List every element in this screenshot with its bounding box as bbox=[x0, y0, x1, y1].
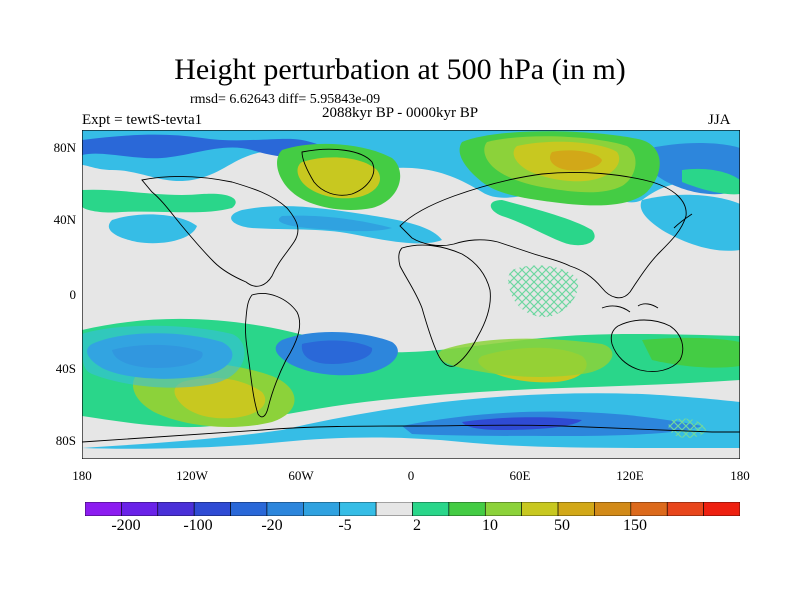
colorbar-label-50: 50 bbox=[554, 517, 570, 534]
field-south-yellow bbox=[174, 377, 266, 419]
colorbar-swatch bbox=[521, 502, 559, 516]
lat-tick-40s: 40S bbox=[55, 361, 76, 376]
lon-tick-60w: 60W bbox=[288, 468, 314, 483]
field-spacific-green bbox=[642, 337, 740, 368]
lat-tick-40n: 40N bbox=[53, 212, 76, 227]
field-wpacific-blue bbox=[640, 194, 740, 251]
coast-antarctica bbox=[82, 424, 740, 443]
colorbar-swatch bbox=[666, 502, 704, 516]
lon-tick-60e: 60E bbox=[509, 468, 531, 483]
colorbar-swatch bbox=[85, 502, 122, 516]
field-southpole-grey bbox=[82, 437, 740, 459]
field-npacific-blue bbox=[108, 214, 197, 244]
coast-south-america bbox=[245, 293, 301, 418]
coastlines bbox=[82, 148, 740, 443]
colorbar-label-minus20: -20 bbox=[261, 517, 283, 534]
colorbar-swatch bbox=[266, 502, 304, 516]
coast-indonesia bbox=[601, 303, 659, 313]
experiment-label: Expt = tewtS-tevta1 bbox=[82, 112, 203, 128]
lon-tick-120w: 120W bbox=[176, 468, 208, 483]
time-range-label: 2088kyr BP - 0000kyr BP bbox=[322, 105, 479, 121]
field-eurasia-orange bbox=[549, 150, 602, 171]
field-antarctic-deep bbox=[462, 417, 582, 430]
colorbar-swatch bbox=[193, 502, 231, 516]
lat-tick-80n: 80N bbox=[53, 140, 76, 155]
colorbar-swatch bbox=[303, 502, 341, 516]
field-greenland-yellow bbox=[297, 157, 381, 199]
colorbar-swatch bbox=[230, 502, 268, 516]
field-hatch-small bbox=[668, 418, 706, 438]
colorbar-label-minus200: -200 bbox=[111, 517, 141, 534]
coast-japan bbox=[673, 213, 693, 229]
field-natlantic-blue2 bbox=[278, 215, 392, 232]
colorbar-swatch bbox=[484, 502, 522, 516]
coast-australia bbox=[610, 319, 684, 372]
lon-tick-0: 0 bbox=[407, 468, 415, 483]
colorbar-swatch bbox=[557, 502, 595, 516]
stats-label: rmsd= 6.62643 diff= 5.95843e-09 bbox=[190, 92, 381, 107]
coast-greenland bbox=[301, 148, 375, 196]
lon-tick-120e: 120E bbox=[616, 468, 644, 483]
colorbar-swatch bbox=[375, 502, 413, 516]
colorbar-swatch bbox=[412, 502, 450, 516]
season-label: JJA bbox=[708, 112, 731, 128]
colorbar-label-minus100: -100 bbox=[183, 517, 213, 534]
colorbar-swatch bbox=[339, 502, 377, 516]
lon-tick-180w: 180 bbox=[72, 468, 92, 483]
field-arctic-darkblue bbox=[82, 134, 332, 160]
colorbar-swatch bbox=[703, 502, 740, 516]
field-ne-green bbox=[682, 168, 740, 195]
colorbar-swatch bbox=[594, 502, 632, 516]
coast-europe-asia bbox=[399, 171, 687, 299]
colorbar-swatch bbox=[121, 502, 159, 516]
field-sindian-lightgreen bbox=[438, 338, 613, 377]
coast-north-america bbox=[141, 175, 299, 287]
field-hatch-region bbox=[508, 265, 579, 317]
page-title: Height perturbation at 500 hPa (in m) bbox=[174, 53, 626, 86]
colorbar-swatch bbox=[157, 502, 195, 516]
lon-tick-180e: 180 bbox=[730, 468, 750, 483]
colorbar-label-10: 10 bbox=[482, 517, 498, 534]
colorbar-label-150: 150 bbox=[623, 517, 647, 534]
lat-tick-80s: 80S bbox=[55, 433, 76, 448]
map-plot bbox=[82, 130, 740, 459]
field-satlantic-low-core bbox=[301, 340, 373, 364]
colorbar bbox=[85, 502, 740, 516]
coast-africa bbox=[398, 244, 491, 367]
colorbar-label-2: 2 bbox=[413, 517, 421, 534]
colorbar-swatch bbox=[448, 502, 486, 516]
field-mideast-green bbox=[490, 200, 595, 246]
field-nstrip-green bbox=[82, 189, 236, 213]
colorbar-swatch bbox=[630, 502, 668, 516]
lat-tick-0: 0 bbox=[69, 287, 77, 302]
colorbar-label-minus5: -5 bbox=[338, 517, 352, 534]
field-spacific-lightblue bbox=[82, 325, 245, 388]
